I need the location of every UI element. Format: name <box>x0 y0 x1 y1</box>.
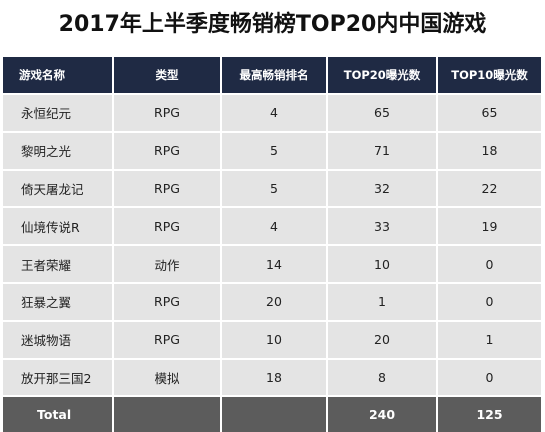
cell-best-rank: 5 <box>221 168 328 208</box>
column-header-top10-count: TOP10曝光数 <box>437 57 541 94</box>
cell-game-name: 仙境传说R <box>3 206 114 246</box>
cell-best-rank: 20 <box>221 281 328 321</box>
total-row: Total 240 125 <box>3 395 541 432</box>
cell-top10-count: 0 <box>437 244 541 283</box>
cell-genre: 模拟 <box>113 357 222 397</box>
cell-top10-count: 22 <box>437 168 541 208</box>
cell-best-rank: 4 <box>221 93 328 132</box>
ranking-table: 游戏名称 类型 最高畅销排名 TOP20曝光数 TOP10曝光数 永恒纪元 RP… <box>3 57 541 432</box>
cell-best-rank: 5 <box>221 130 328 170</box>
page-title: 2017年上半季度畅销榜TOP20内中国游戏 <box>58 12 487 37</box>
cell-top10-count: 1 <box>437 319 541 359</box>
cell-game-name: 迷城物语 <box>3 319 114 359</box>
cell-top20-count: 32 <box>327 168 438 208</box>
table-row: 仙境传说R RPG 4 33 19 <box>3 206 541 246</box>
table-row: 黎明之光 RPG 5 71 18 <box>3 130 541 170</box>
table-row: 倚天屠龙记 RPG 5 32 22 <box>3 168 541 208</box>
cell-top20-count: 71 <box>327 130 438 170</box>
cell-genre: 动作 <box>113 244 222 283</box>
table-row: 迷城物语 RPG 10 20 1 <box>3 319 541 359</box>
column-header-best-rank: 最高畅销排名 <box>221 57 328 94</box>
total-genre-cell <box>113 395 222 432</box>
cell-game-name: 永恒纪元 <box>3 93 114 132</box>
total-top20-count: 240 <box>327 395 438 432</box>
cell-game-name: 放开那三国2 <box>3 357 114 397</box>
total-top10-count: 125 <box>437 395 541 432</box>
cell-best-rank: 4 <box>221 206 328 246</box>
cell-genre: RPG <box>113 130 222 170</box>
cell-genre: RPG <box>113 281 222 321</box>
cell-genre: RPG <box>113 168 222 208</box>
total-rank-cell <box>221 395 328 432</box>
cell-top20-count: 65 <box>327 93 438 132</box>
cell-best-rank: 10 <box>221 319 328 359</box>
cell-top10-count: 0 <box>437 281 541 321</box>
cell-top10-count: 19 <box>437 206 541 246</box>
cell-genre: RPG <box>113 319 222 359</box>
table-row: 永恒纪元 RPG 4 65 65 <box>3 93 541 132</box>
cell-game-name: 狂暴之翼 <box>3 281 114 321</box>
cell-game-name: 倚天屠龙记 <box>3 168 114 208</box>
cell-best-rank: 18 <box>221 357 328 397</box>
header-row: 游戏名称 类型 最高畅销排名 TOP20曝光数 TOP10曝光数 <box>3 57 541 94</box>
cell-top10-count: 65 <box>437 93 541 132</box>
cell-best-rank: 14 <box>221 244 328 283</box>
cell-genre: RPG <box>113 206 222 246</box>
cell-game-name: 王者荣耀 <box>3 244 114 283</box>
column-header-genre: 类型 <box>113 57 222 94</box>
cell-game-name: 黎明之光 <box>3 130 114 170</box>
cell-top10-count: 0 <box>437 357 541 397</box>
cell-top20-count: 20 <box>327 319 438 359</box>
column-header-game-name: 游戏名称 <box>3 57 114 94</box>
column-header-top20-count: TOP20曝光数 <box>327 57 438 94</box>
cell-top10-count: 18 <box>437 130 541 170</box>
table-row: 放开那三国2 模拟 18 8 0 <box>3 357 541 397</box>
cell-top20-count: 10 <box>327 244 438 283</box>
cell-top20-count: 8 <box>327 357 438 397</box>
cell-top20-count: 1 <box>327 281 438 321</box>
cell-genre: RPG <box>113 93 222 132</box>
cell-top20-count: 33 <box>327 206 438 246</box>
table-row: 狂暴之翼 RPG 20 1 0 <box>3 281 541 321</box>
table-row: 王者荣耀 动作 14 10 0 <box>3 244 541 283</box>
total-label: Total <box>3 395 114 432</box>
